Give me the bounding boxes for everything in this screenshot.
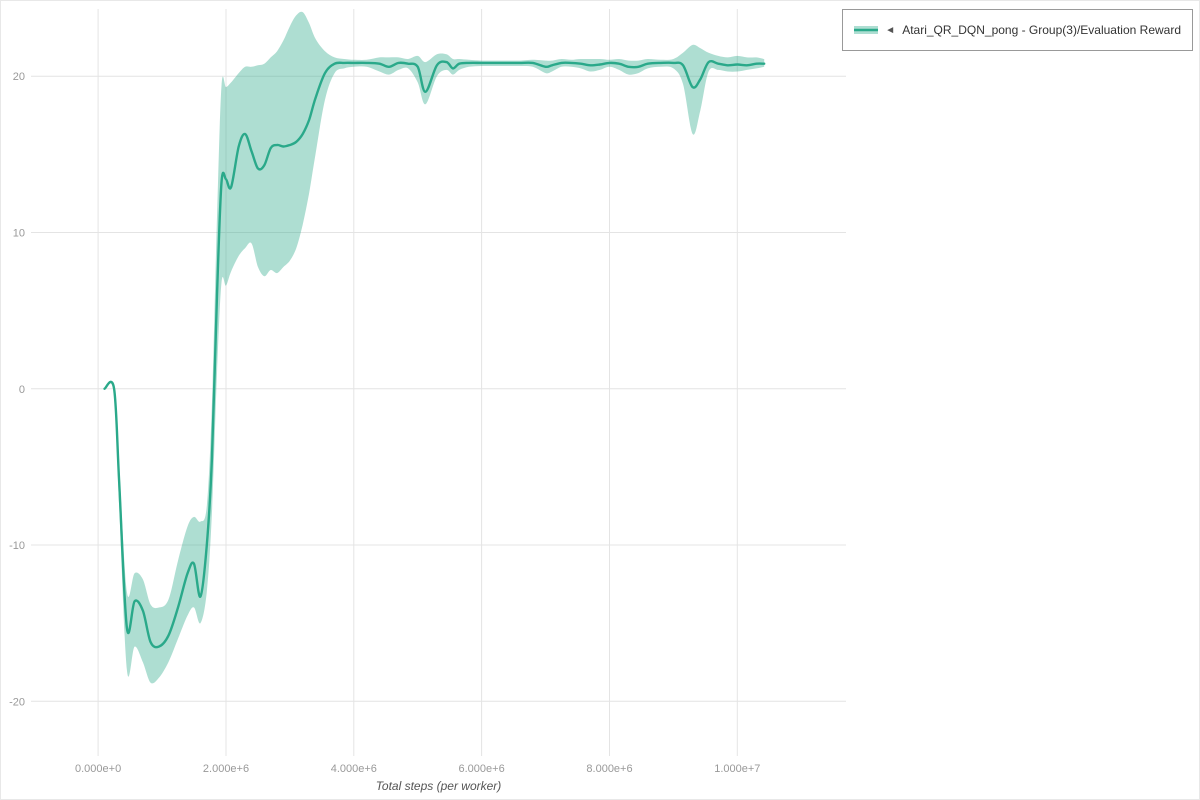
svg-text:-20: -20 <box>9 696 25 708</box>
legend[interactable]: ◄ Atari_QR_DQN_pong - Group(3)/Evaluatio… <box>842 9 1193 51</box>
svg-text:0: 0 <box>19 384 25 396</box>
svg-text:4.000e+6: 4.000e+6 <box>331 763 377 775</box>
svg-text:1.000e+7: 1.000e+7 <box>714 763 760 775</box>
series-marker-icon <box>854 26 879 34</box>
legend-collapse-arrow-icon[interactable]: ◄ <box>885 24 896 36</box>
x-axis-label: Total steps (per worker) <box>375 779 502 793</box>
svg-text:8.000e+6: 8.000e+6 <box>586 763 632 775</box>
svg-text:6.000e+6: 6.000e+6 <box>459 763 505 775</box>
svg-text:-10: -10 <box>9 540 25 552</box>
svg-text:10: 10 <box>13 228 25 240</box>
svg-text:20: 20 <box>13 71 25 83</box>
svg-text:2.000e+6: 2.000e+6 <box>203 763 249 775</box>
legend-series-label: Atari_QR_DQN_pong - Group(3)/Evaluation … <box>902 23 1181 37</box>
svg-text:0.000e+0: 0.000e+0 <box>75 763 121 775</box>
